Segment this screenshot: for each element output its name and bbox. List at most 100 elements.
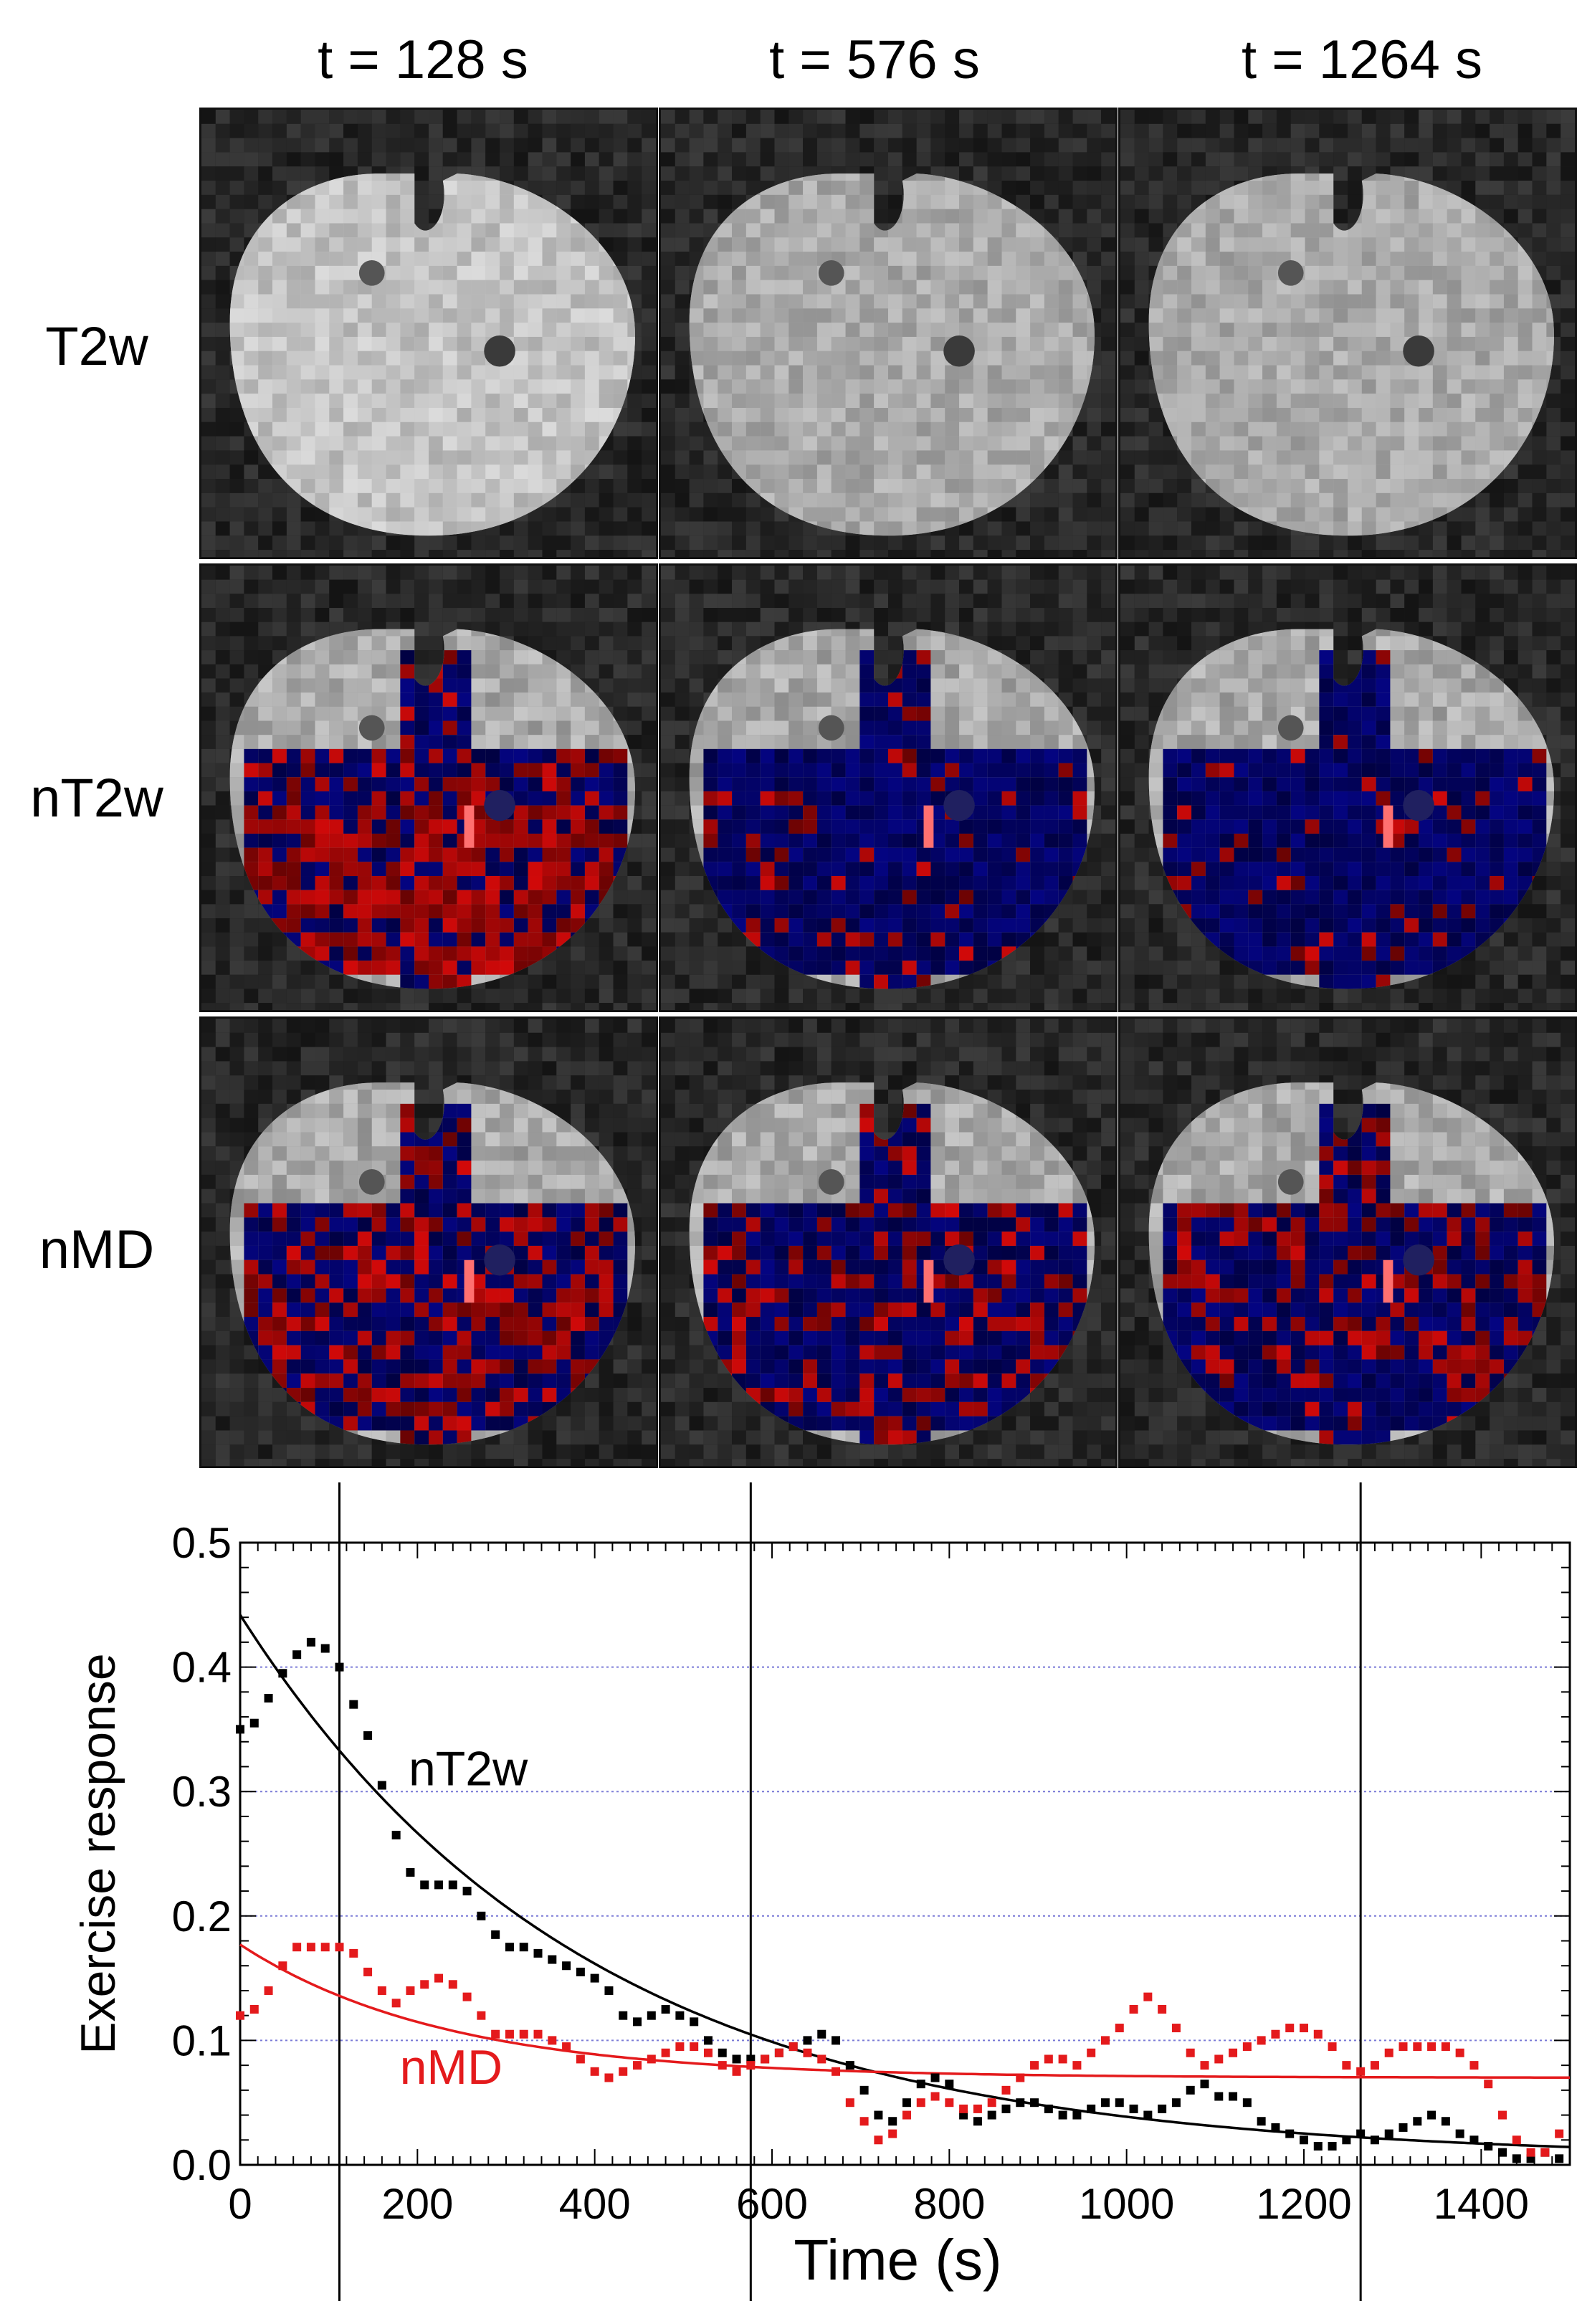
point-nmd [1171, 2024, 1181, 2033]
x-axis-label: Time (s) [794, 2228, 1001, 2292]
point-nmd [619, 2067, 628, 2076]
point-nmd [1370, 2061, 1379, 2070]
point-nt2w [916, 2080, 925, 2089]
point-nt2w [732, 2054, 741, 2064]
point-nmd [406, 1986, 415, 1995]
y-tick-label-1: 0.1 [172, 2016, 232, 2065]
point-nmd [491, 2029, 500, 2039]
point-nt2w [1100, 2098, 1110, 2108]
point-nmd [732, 2067, 741, 2076]
point-nmd [420, 1980, 429, 1989]
x-tick-label-0: 0 [228, 2180, 252, 2228]
exercise-response-plot: 0 200 400 600 800 1000 1200 1400 0.0 0.1 0.2 0.3 0.4… [0, 1477, 1577, 2324]
point-nmd [1186, 2048, 1195, 2057]
point-nt2w [533, 1948, 543, 1958]
point-nmd [434, 1973, 444, 1983]
x-tick-label-5: 1000 [1079, 2180, 1174, 2228]
point-nmd [1384, 2048, 1393, 2057]
point-nmd [1512, 2135, 1521, 2145]
point-nt2w [1200, 2080, 1209, 2089]
point-nt2w [406, 1868, 415, 1877]
point-nt2w [803, 2036, 812, 2045]
point-nt2w [576, 1967, 585, 1976]
point-nt2w [590, 1973, 599, 1983]
image-panel-nt2w-t576 [659, 563, 1118, 1012]
point-nt2w [1300, 2135, 1308, 2145]
point-nt2w [335, 1662, 344, 1672]
point-nt2w [633, 2017, 642, 2027]
point-nmd [1115, 2024, 1124, 2033]
point-nt2w [1271, 2123, 1280, 2132]
point-nt2w [1455, 2129, 1464, 2138]
point-nmd [278, 1961, 287, 1971]
point-nt2w [945, 2080, 954, 2089]
y-axis-label: Exercise response [71, 1653, 125, 2054]
x-tick-label-2: 400 [559, 2180, 631, 2228]
point-nt2w [845, 2061, 854, 2070]
point-nmd [761, 2054, 770, 2064]
point-nt2w [491, 1930, 500, 1939]
image-panel-nt2w-t1264 [1118, 563, 1577, 1012]
point-nt2w [1413, 2117, 1422, 2126]
point-nt2w [1484, 2141, 1493, 2151]
point-nt2w [1072, 2110, 1082, 2120]
point-nmd [1072, 2061, 1082, 2070]
point-nmd [1498, 2110, 1507, 2120]
point-nmd [916, 2098, 925, 2108]
point-nmd [817, 2054, 826, 2064]
point-nt2w [930, 2073, 940, 2082]
point-nmd [519, 2029, 528, 2039]
point-nt2w [236, 1725, 244, 1734]
point-nmd [1030, 2061, 1039, 2070]
point-nmd [363, 1967, 373, 1976]
point-nt2w [249, 1718, 259, 1728]
point-nt2w [434, 1880, 444, 1890]
point-nt2w [1158, 2104, 1167, 2113]
point-nmd [647, 2054, 656, 2064]
point-nt2w [548, 1955, 557, 1964]
point-nt2w [1171, 2098, 1181, 2108]
point-nmd [788, 2042, 798, 2052]
image-panel-nmd-t128 [199, 1016, 658, 1468]
point-nmd [548, 2036, 557, 2045]
point-nmd [448, 1980, 457, 1989]
point-nmd [249, 2005, 259, 2014]
column-title-576: t = 576 s [769, 29, 980, 90]
point-nmd [987, 2098, 996, 2108]
row-label-t2w: T2w [45, 316, 148, 377]
point-nmd [335, 1943, 344, 1952]
point-nmd [973, 2104, 982, 2113]
image-panel-t2w-t576 [659, 108, 1118, 559]
point-nmd [1540, 2148, 1550, 2157]
point-nmd [264, 1986, 273, 1995]
point-nmd [1455, 2048, 1464, 2057]
point-nt2w [519, 1943, 528, 1952]
point-nt2w [1087, 2104, 1096, 2113]
point-nt2w [1044, 2104, 1053, 2113]
column-title-128: t = 128 s [318, 29, 528, 90]
row-label-nmd: nMD [39, 1219, 155, 1280]
point-nmd [1214, 2054, 1224, 2064]
y-tick-label-4: 0.4 [172, 1644, 232, 1692]
point-nt2w [1115, 2098, 1124, 2108]
point-nt2w [1498, 2148, 1507, 2157]
point-nt2w [832, 2036, 841, 2045]
x-tick-label-4: 800 [913, 2180, 985, 2228]
point-nt2w [647, 2011, 656, 2020]
point-nt2w [320, 1644, 330, 1653]
point-nt2w [462, 1887, 472, 1896]
point-nmd [306, 1943, 315, 1952]
point-nt2w [661, 2005, 670, 2014]
point-nt2w [1058, 2110, 1067, 2120]
point-nmd [1300, 2024, 1308, 2033]
point-nmd [1484, 2080, 1493, 2089]
point-nmd [902, 2110, 911, 2120]
point-nmd [859, 2117, 869, 2126]
point-nmd [1001, 2085, 1011, 2095]
point-nt2w [1129, 2104, 1138, 2113]
point-nt2w [1328, 2141, 1337, 2151]
y-tick-label-2: 0.2 [172, 1892, 232, 1940]
x-tick-label-3: 600 [736, 2180, 808, 2228]
point-nt2w [363, 1731, 373, 1740]
point-nt2w [1285, 2129, 1295, 2138]
